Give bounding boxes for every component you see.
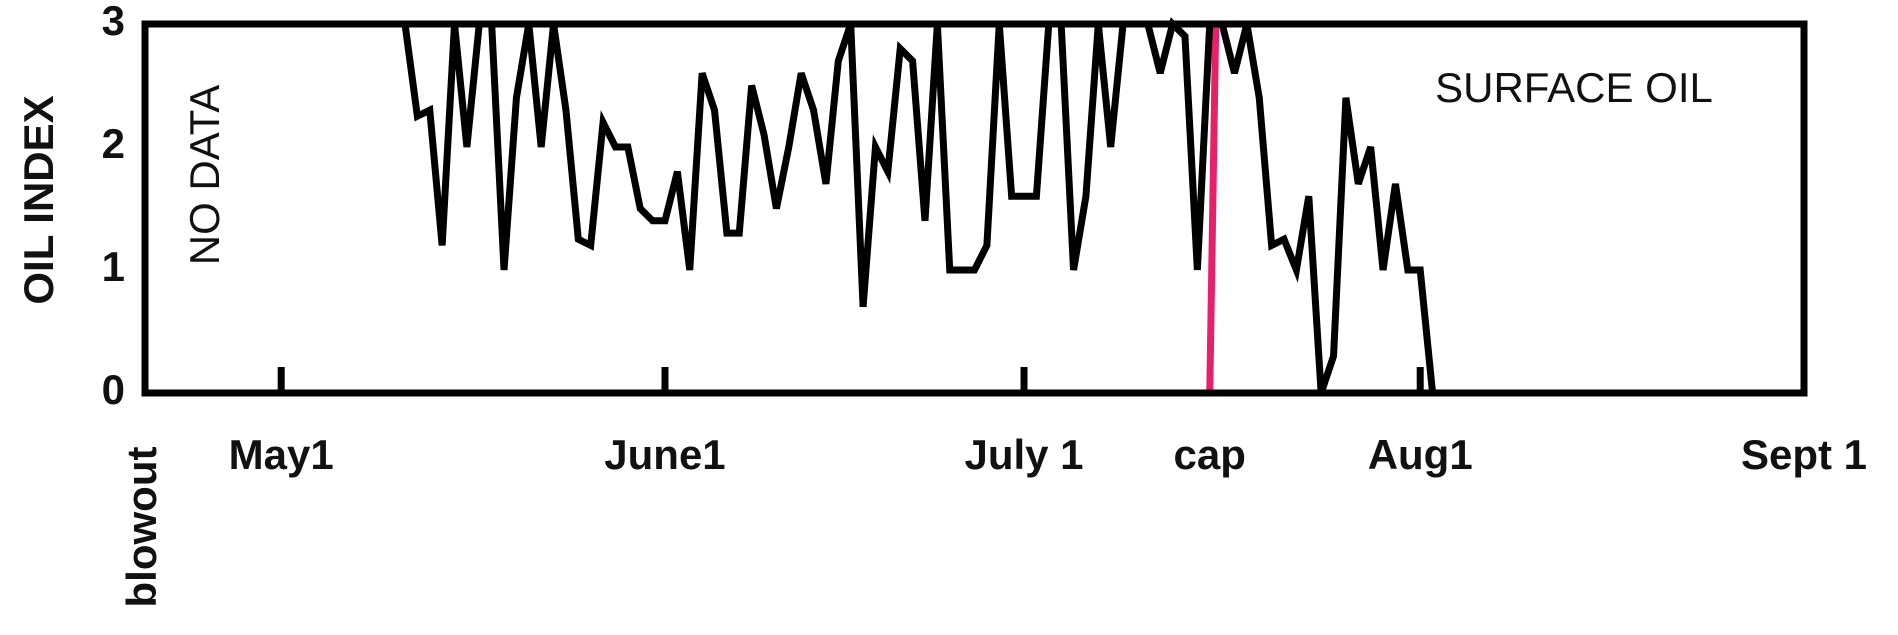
y-tick-label: 0 <box>102 366 125 413</box>
cap-line <box>1206 23 1220 394</box>
x-tick-label: Sept 1 <box>1741 431 1867 478</box>
y-axis-label: OIL INDEX <box>15 95 62 304</box>
annotation: SURFACE OIL <box>1435 64 1713 111</box>
y-tick-label: 3 <box>102 0 125 44</box>
x-tick-label: cap <box>1174 431 1246 478</box>
y-tick-label: 2 <box>102 120 125 167</box>
x-tick-label: blowout <box>118 447 165 608</box>
x-tick-label: May1 <box>229 431 334 478</box>
x-tick-label: June1 <box>604 431 725 478</box>
x-tick-label: July 1 <box>964 431 1083 478</box>
annotation: NO DATA <box>181 85 228 265</box>
y-tick-label: 1 <box>102 243 125 290</box>
data-line <box>401 17 1437 395</box>
x-tick-label: Aug1 <box>1368 431 1473 478</box>
plot-frame <box>141 20 1808 397</box>
